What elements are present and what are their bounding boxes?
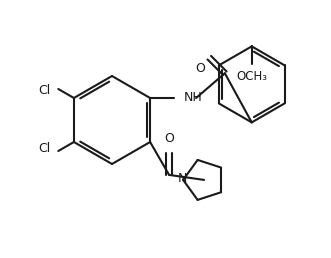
Text: Cl: Cl <box>38 142 50 156</box>
Text: Cl: Cl <box>38 85 50 98</box>
Text: O: O <box>195 62 205 75</box>
Text: N: N <box>177 172 187 186</box>
Text: O: O <box>164 132 174 145</box>
Text: OCH₃: OCH₃ <box>236 70 267 83</box>
Text: NH: NH <box>184 92 203 104</box>
